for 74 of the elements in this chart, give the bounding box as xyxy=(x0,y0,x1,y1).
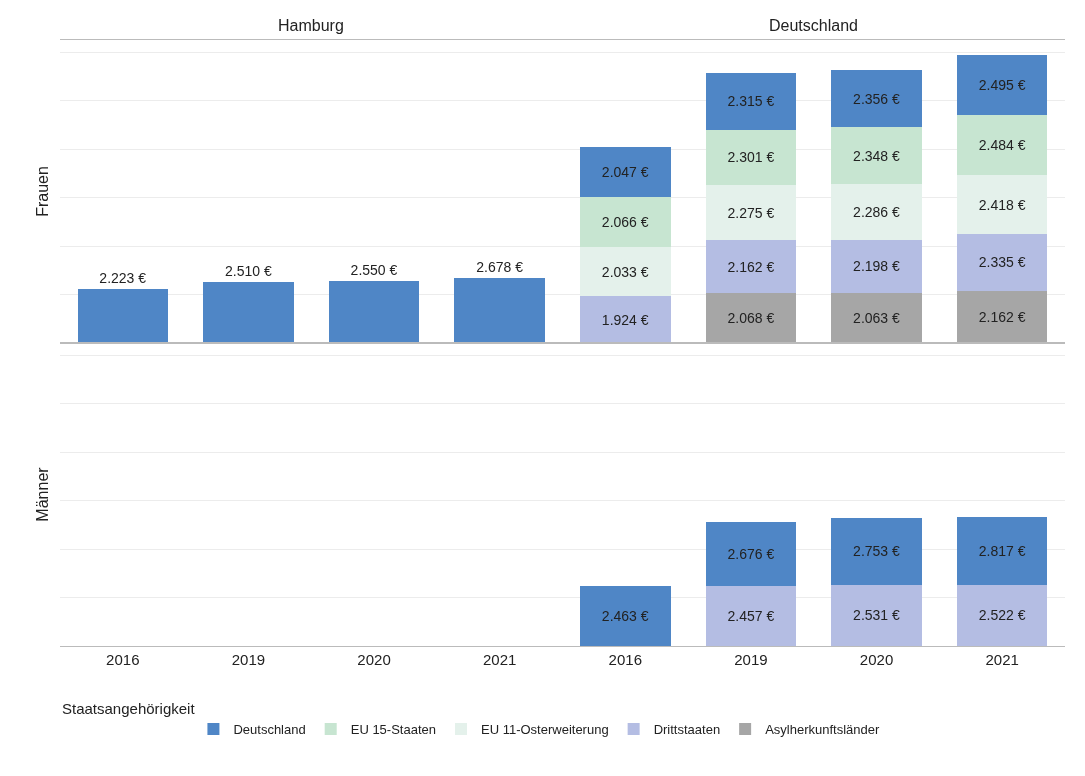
data-label: 2.676 € xyxy=(727,546,775,563)
data-label: 2.198 € xyxy=(853,258,901,275)
legend-label: Drittstaaten xyxy=(653,722,721,737)
legend-label: Asylherkunftsländer xyxy=(765,722,880,737)
bar xyxy=(705,73,797,130)
data-label: 2.522 € xyxy=(978,607,1026,624)
y-axis-title: Männer xyxy=(33,466,51,522)
bar xyxy=(580,586,671,646)
bar xyxy=(328,281,420,343)
bar xyxy=(454,278,545,343)
text: Hamburg xyxy=(278,17,344,34)
data-label: 2.356 € xyxy=(853,90,901,107)
legend-label: Deutschland xyxy=(233,722,306,737)
data-label: 2.033 € xyxy=(601,263,649,280)
bar xyxy=(831,517,922,585)
x-tick-label: 2020 xyxy=(357,651,391,668)
x-tick-label: 2019 xyxy=(231,651,266,668)
bar xyxy=(956,290,1048,343)
bar xyxy=(705,586,797,646)
data-label: 2.066 € xyxy=(601,214,649,231)
data-label: 2.162 € xyxy=(727,258,775,275)
legend-label: EU 11-Osterweiterung xyxy=(480,722,609,737)
x-tick-label: 2020 xyxy=(859,651,894,668)
text: Deutschland xyxy=(769,17,858,34)
data-label: 2.463 € xyxy=(601,608,649,625)
data-label: 2.315 € xyxy=(727,93,775,110)
data-label: 2.418 € xyxy=(978,196,1026,213)
bar xyxy=(956,584,1048,646)
data-label: 2.301 € xyxy=(727,149,775,166)
bar xyxy=(831,239,922,293)
data-label: 2.753 € xyxy=(853,543,901,560)
bar xyxy=(956,233,1048,291)
data-label: 2.510 € xyxy=(224,263,272,280)
bar xyxy=(77,289,169,343)
data-label: 2.817 € xyxy=(978,542,1026,559)
x-tick-label: 2021 xyxy=(483,651,517,668)
data-label: 2.275 € xyxy=(727,204,775,221)
data-label: 2.550 € xyxy=(350,262,398,279)
bar xyxy=(705,240,797,293)
bar xyxy=(831,127,922,185)
data-label: 2.348 € xyxy=(853,147,901,164)
x-tick-label: 2021 xyxy=(985,651,1019,668)
bar xyxy=(580,296,671,343)
bar xyxy=(580,147,671,197)
x-tick-label: 2019 xyxy=(734,651,768,668)
bar xyxy=(705,292,797,343)
bar xyxy=(705,521,797,587)
bar xyxy=(831,584,922,646)
bar xyxy=(203,282,294,343)
data-label: 2.047 € xyxy=(601,164,649,181)
data-label: 1.924 € xyxy=(601,311,649,328)
bar xyxy=(831,292,922,343)
bar xyxy=(956,115,1048,176)
data-label: 2.531 € xyxy=(853,607,901,624)
legend-label: EU 15-Staaten xyxy=(350,722,436,737)
data-label: 2.162 € xyxy=(978,308,1026,325)
data-label: 2.286 € xyxy=(853,204,901,221)
y-axis-title: Frauen xyxy=(33,166,51,217)
legend-title: Staatsangehörigkeit xyxy=(62,699,196,717)
bar xyxy=(831,70,922,128)
data-label: 2.063 € xyxy=(853,309,901,326)
bar xyxy=(956,54,1048,116)
data-label: 2.335 € xyxy=(978,254,1026,271)
bar xyxy=(705,129,797,186)
data-label: 2.457 € xyxy=(727,608,775,625)
data-label: 2.068 € xyxy=(727,309,775,326)
data-label: 2.678 € xyxy=(476,259,524,276)
data-label: 2.223 € xyxy=(99,270,147,287)
data-label: 2.495 € xyxy=(978,76,1026,93)
x-tick-label: 2016 xyxy=(608,651,642,668)
bar xyxy=(580,197,671,248)
data-label: 2.484 € xyxy=(978,137,1026,154)
bar xyxy=(956,516,1048,585)
x-tick-label: 2016 xyxy=(106,651,140,668)
